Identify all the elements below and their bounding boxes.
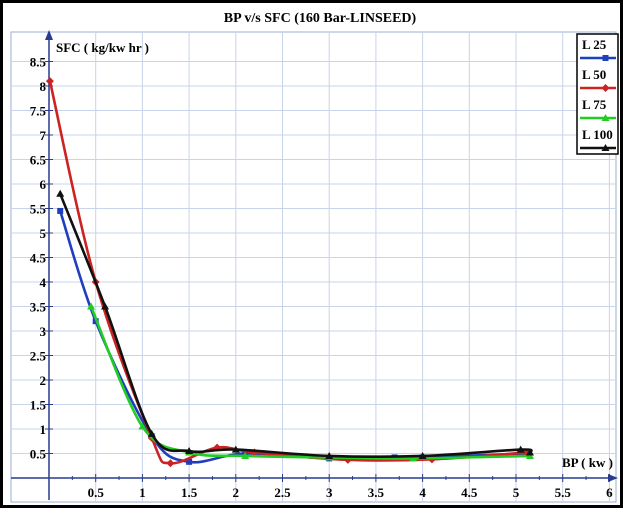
legend-label-l-50: L 50	[582, 67, 606, 82]
y-tick-label: 2.5	[30, 349, 47, 364]
x-tick-label: 6	[606, 485, 613, 500]
legend-label-l-25: L 25	[582, 37, 607, 52]
tick-labels: 0.5 1 1.5 2 2.5 3 3.5 4 4.5 5 5.5 6 0.5 1 1.5 2 2.5 3 3.5 4…	[30, 55, 613, 501]
data-point-l-100	[418, 451, 427, 459]
legend: L 25 L 50 L 75 L 100	[576, 33, 619, 155]
x-tick-label: 4	[419, 485, 426, 500]
legend-label-l-100: L 100	[582, 127, 613, 142]
y-tick-label: 5	[40, 226, 47, 241]
data-point-l-100	[325, 451, 334, 459]
plot-background	[10, 31, 617, 503]
y-tick-label: 2	[40, 373, 47, 388]
x-tick-label: 5	[513, 485, 520, 500]
y-tick-label: 8.5	[30, 55, 47, 70]
y-axis-arrow	[45, 30, 53, 40]
x-tick-label: 3	[326, 485, 333, 500]
data-point-l-75	[138, 422, 147, 430]
data-point-l-100	[526, 448, 535, 456]
legend-marker-l-100	[601, 144, 610, 151]
y-tick-label: 6	[40, 177, 47, 192]
legend-label-l-75: L 75	[582, 97, 607, 112]
data-point-l-100	[147, 429, 156, 437]
y-tick-label: 1.5	[30, 398, 47, 413]
x-tick-label: 1	[139, 485, 146, 500]
x-tick-label: 5.5	[555, 485, 572, 500]
data-point-l-50	[45, 77, 54, 86]
data-point-l-75	[409, 454, 418, 462]
y-tick-label: 7	[40, 128, 47, 143]
series-group	[45, 77, 535, 468]
y-axis-label: SFC ( kg/kw hr )	[56, 40, 149, 55]
data-point-l-100	[101, 302, 110, 310]
data-point-l-25	[186, 458, 193, 465]
x-tick-label: 3.5	[368, 485, 385, 500]
y-tick-label: 5.5	[30, 202, 47, 217]
y-tick-label: 3	[40, 324, 47, 339]
x-axis-label: BP ( kw )	[562, 455, 613, 470]
y-tick-label: 4.5	[30, 251, 47, 266]
x-axis-arrow	[608, 474, 618, 482]
legend-box	[576, 33, 619, 155]
x-tick-label: 0.5	[88, 485, 105, 500]
data-point-l-75	[241, 451, 250, 459]
x-tick-label: 4.5	[461, 485, 478, 500]
x-tick-label: 2	[233, 485, 240, 500]
grid-lines	[11, 32, 616, 502]
data-point-l-100	[56, 189, 65, 197]
data-point-l-75	[87, 302, 96, 310]
legend-marker-l-50	[601, 84, 610, 92]
data-point-l-25	[57, 207, 64, 214]
y-tick-label: 8	[40, 79, 47, 94]
y-tick-label: 4	[40, 275, 47, 290]
y-tick-label: 7.5	[30, 104, 47, 119]
axes	[11, 30, 618, 500]
data-point-l-100	[185, 447, 194, 455]
y-tick-label: 0.5	[30, 447, 47, 462]
y-tick-label: 6.5	[30, 153, 47, 168]
legend-marker-l-75	[601, 114, 610, 121]
chart-title: BP v/s SFC (160 Bar-LINSEED)	[224, 11, 417, 26]
data-point-l-100	[516, 445, 525, 453]
y-tick-label: 3.5	[30, 300, 47, 315]
y-tick-label: 1	[40, 422, 47, 437]
x-tick-label: 2.5	[274, 485, 291, 500]
legend-marker-l-25	[602, 55, 609, 61]
data-point-l-100	[231, 445, 240, 453]
data-point-l-50	[166, 459, 175, 468]
x-tick-label: 1.5	[181, 485, 198, 500]
